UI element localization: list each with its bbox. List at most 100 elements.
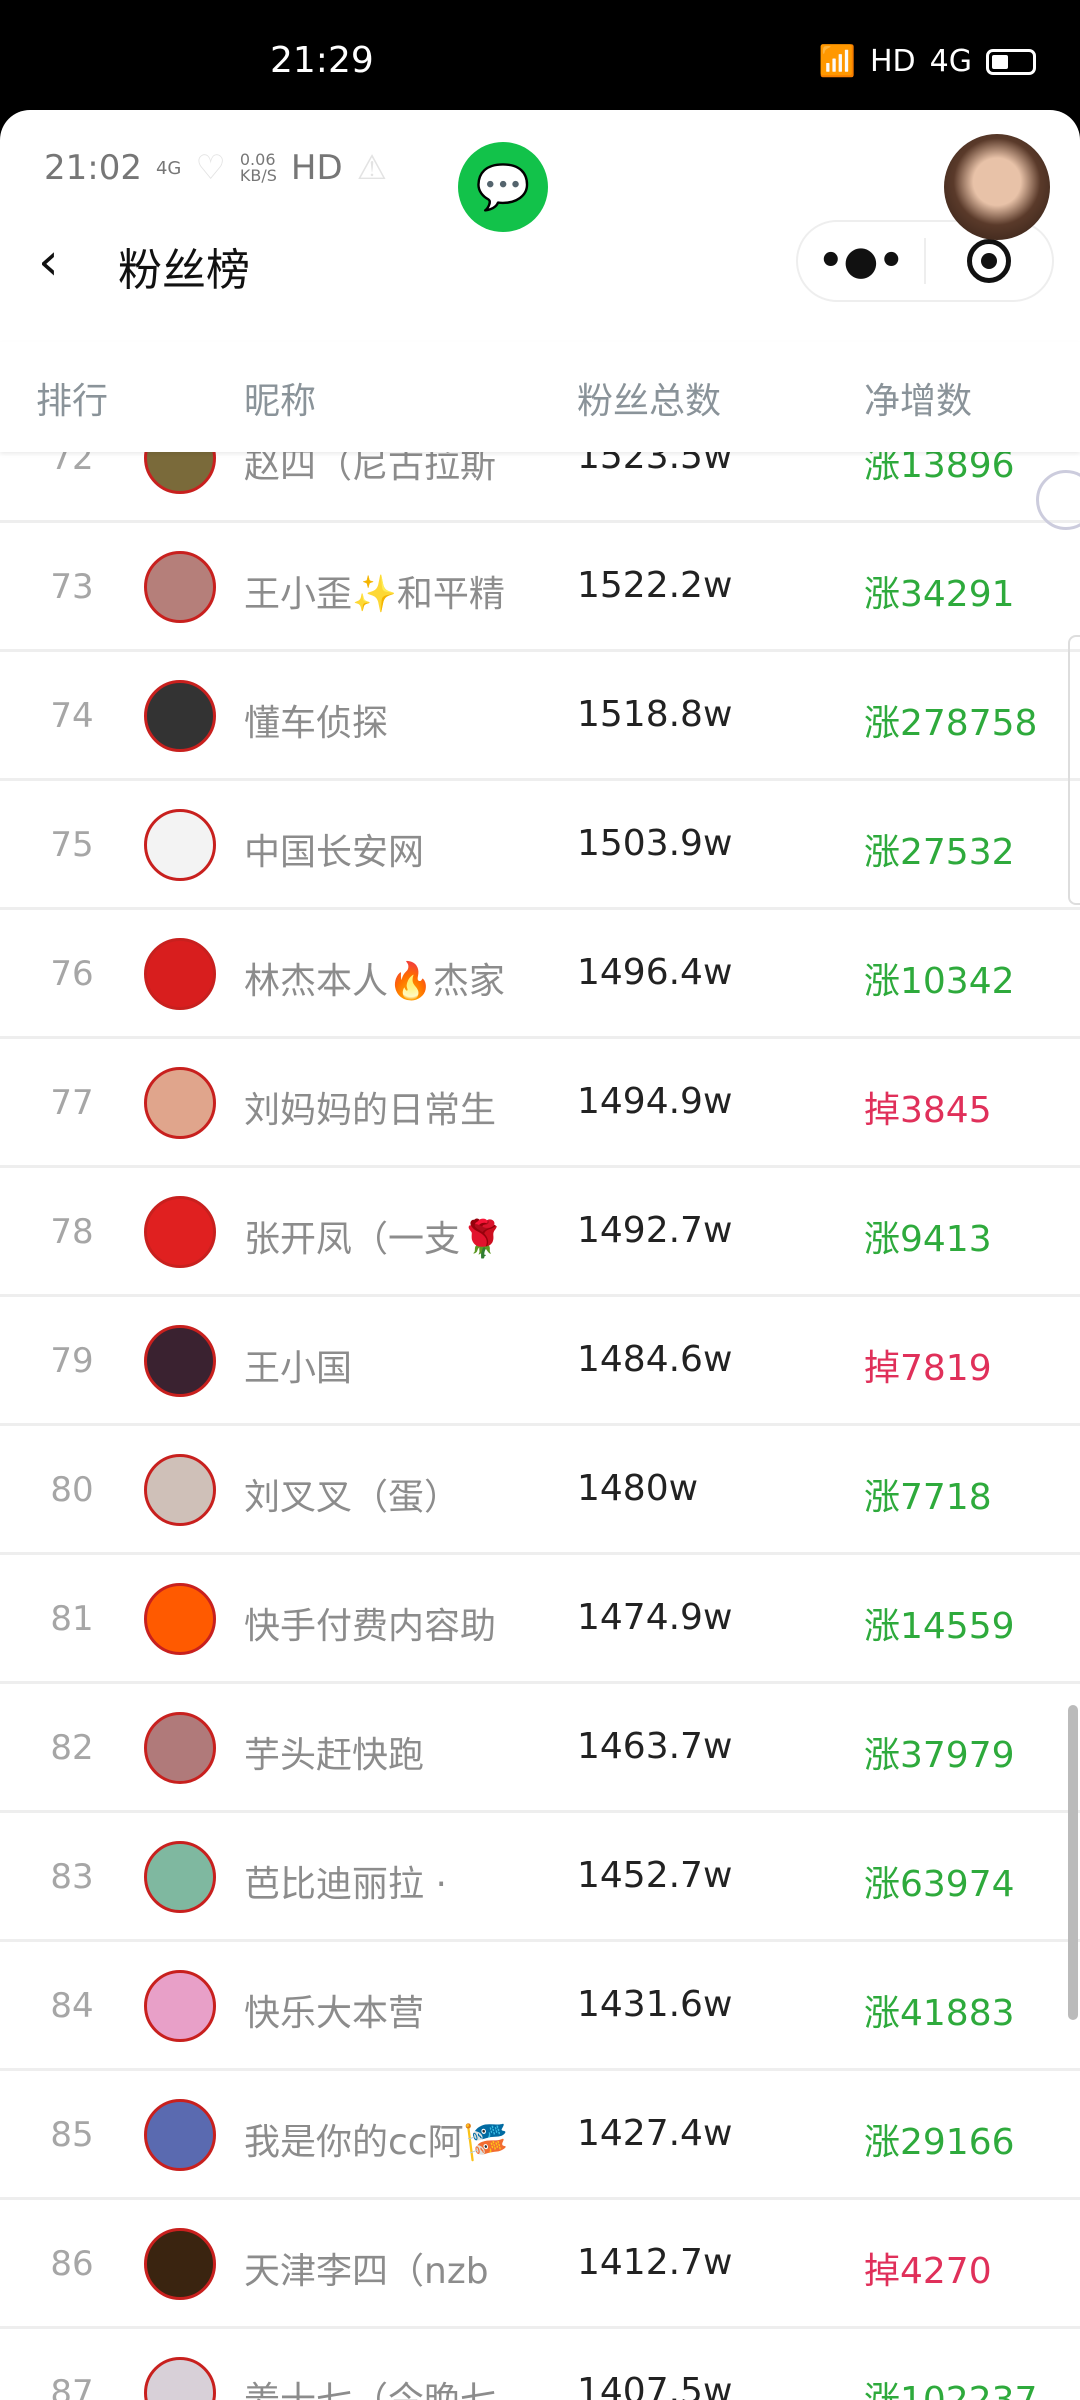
fans-count: 1523.5w — [577, 452, 733, 477]
rank: 79 — [50, 1341, 94, 1381]
table-row[interactable]: 79 王小国 1484.6w 掉7819 — [0, 1297, 1080, 1426]
ranking-list[interactable]: 72 赵四（尼古拉斯 1523.5w 涨13896 73 王小歪✨和平精 1522… — [0, 452, 1080, 2400]
net-change: 涨9413 — [864, 1219, 992, 1260]
table-row[interactable]: 82 芋头赶快跑 1463.7w 涨37979 — [0, 1684, 1080, 1813]
net-change: 涨7718 — [864, 1477, 992, 1518]
header-net-increase: 净增数 — [864, 381, 973, 422]
nickname[interactable]: 王小国 — [244, 1348, 353, 1389]
rank: 86 — [50, 2244, 94, 2284]
table-row[interactable]: 72 赵四（尼古拉斯 1523.5w 涨13896 — [0, 452, 1080, 523]
user-avatar[interactable] — [944, 134, 1050, 240]
nickname[interactable]: 刘叉叉（蛋） — [244, 1477, 461, 1518]
scrollbar[interactable] — [1068, 1705, 1078, 2020]
net-change: 涨27532 — [864, 832, 1015, 873]
table-row[interactable]: 83 芭比迪丽拉 · 1452.7w 涨63974 — [0, 1813, 1080, 1942]
table-row[interactable]: 74 懂车侦探 1518.8w 涨278758 — [0, 652, 1080, 781]
avatar[interactable] — [144, 1196, 216, 1268]
fans-count: 1480w — [577, 1468, 699, 1509]
avatar[interactable] — [144, 2099, 216, 2171]
system-status-bar: 21:29 📶 HD 4G — [0, 0, 1080, 112]
header-rank: 排行 — [36, 381, 109, 422]
net-change: 涨63974 — [864, 1864, 1015, 1905]
table-row[interactable]: 76 林杰本人🔥杰家 1496.4w 涨10342 — [0, 910, 1080, 1039]
table-row[interactable]: 78 张开凤（一支🌹 1492.7w 涨9413 — [0, 1168, 1080, 1297]
nickname[interactable]: 天津李四（nzb — [244, 2251, 489, 2292]
rank: 87 — [50, 2373, 94, 2400]
rank: 78 — [50, 1212, 94, 1252]
table-row[interactable]: 85 我是你的cc阿🎏 1427.4w 涨29166 — [0, 2071, 1080, 2200]
net-change: 涨13896 — [864, 452, 1015, 486]
signal-label: 4G — [929, 44, 972, 79]
fans-count: 1431.6w — [577, 1984, 733, 2025]
avatar[interactable] — [144, 551, 216, 623]
avatar[interactable] — [144, 1712, 216, 1784]
net-change: 涨102237 — [864, 2371, 1037, 2400]
clock: 21:29 — [270, 40, 374, 81]
rank: 77 — [50, 1083, 94, 1123]
fans-count: 1496.4w — [577, 952, 733, 993]
nav-bar: ‹ 粉丝榜 — [0, 220, 1080, 302]
nickname[interactable]: 快手付费内容助 — [244, 1606, 497, 1647]
fans-count: 1407.5w — [577, 2371, 733, 2400]
nickname[interactable]: 林杰本人🔥杰家 — [244, 961, 505, 1002]
rank: 73 — [50, 567, 94, 607]
fans-count: 1484.6w — [577, 1339, 733, 1380]
hd-label: HD — [869, 44, 916, 79]
wifi-icon: 📶 — [818, 44, 856, 79]
table-row[interactable]: 73 王小歪✨和平精 1522.2w 涨34291 — [0, 523, 1080, 652]
net-change: 涨10342 — [864, 961, 1015, 1002]
avatar[interactable] — [144, 1067, 216, 1139]
avatar[interactable] — [144, 809, 216, 881]
table-header: 排行 昵称 粉丝总数 净增数 — [0, 342, 1080, 452]
wechat-icon[interactable]: 💬 — [458, 142, 548, 232]
heart-icon: ♡ — [195, 148, 226, 188]
more-dots-icon[interactable]: •●• — [817, 238, 905, 284]
side-drawer-handle[interactable] — [1068, 635, 1080, 905]
fans-count: 1412.7w — [577, 2242, 733, 2283]
nickname[interactable]: 王小歪✨和平精 — [244, 574, 505, 615]
fans-count: 1494.9w — [577, 1081, 733, 1122]
back-chevron-icon[interactable]: ‹ — [38, 232, 59, 292]
table-row[interactable]: 77 刘妈妈的日常生 1494.9w 掉3845 — [0, 1039, 1080, 1168]
fans-count: 1492.7w — [577, 1210, 733, 1251]
net-change: 掉4270 — [864, 2251, 992, 2292]
avatar[interactable] — [144, 938, 216, 1010]
nickname[interactable]: 我是你的cc阿🎏 — [244, 2122, 509, 2163]
close-target-icon[interactable] — [926, 239, 1052, 283]
table-row[interactable]: 81 快手付费内容助 1474.9w 涨14559 — [0, 1555, 1080, 1684]
nickname[interactable]: 姜十七（今晚七 — [244, 2371, 516, 2400]
nickname[interactable]: 芋头赶快跑 — [244, 1735, 425, 1776]
avatar[interactable] — [144, 1583, 216, 1655]
table-row[interactable]: 84 快乐大本营 1431.6w 涨41883 — [0, 1942, 1080, 2071]
fans-count: 1474.9w — [577, 1597, 733, 1638]
page-title: 粉丝榜 — [118, 245, 250, 296]
nickname[interactable]: 刘妈妈的日常生 — [244, 1090, 497, 1131]
nickname[interactable]: 张开凤（一支🌹 — [244, 1219, 505, 1260]
mini-program-window: 21:02 4G ♡ 0.06 KB/S HD ⚠ 💬 ‹ 粉丝榜 •●• 排行 … — [0, 110, 1080, 2400]
avatar[interactable] — [144, 452, 216, 494]
avatar[interactable] — [144, 1454, 216, 1526]
net-change: 涨14559 — [864, 1606, 1015, 1647]
floating-circle-button[interactable] — [1036, 470, 1080, 530]
avatar[interactable] — [144, 2228, 216, 2300]
avatar[interactable] — [144, 1841, 216, 1913]
avatar[interactable] — [144, 1325, 216, 1397]
nickname[interactable]: 芭比迪丽拉 · — [244, 1864, 447, 1905]
battery-icon — [986, 48, 1036, 75]
table-row[interactable]: 86 天津李四（nzb 1412.7w 掉4270 — [0, 2200, 1080, 2329]
avatar[interactable] — [144, 2357, 216, 2400]
nickname[interactable]: 赵四（尼古拉斯 — [244, 452, 497, 486]
avatar[interactable] — [144, 680, 216, 752]
rank: 83 — [50, 1857, 94, 1897]
avatar[interactable] — [144, 1970, 216, 2042]
header-nickname: 昵称 — [244, 381, 317, 422]
capsule-menu: •●• — [796, 220, 1054, 302]
nickname[interactable]: 快乐大本营 — [244, 1993, 425, 2034]
nickname[interactable]: 懂车侦探 — [244, 703, 389, 744]
nickname[interactable]: 中国长安网 — [244, 832, 425, 873]
rank: 85 — [50, 2115, 94, 2155]
table-row[interactable]: 75 中国长安网 1503.9w 涨27532 — [0, 781, 1080, 910]
table-row[interactable]: 87 姜十七（今晚七 1407.5w 涨102237 — [0, 2329, 1080, 2400]
table-row[interactable]: 80 刘叉叉（蛋） 1480w 涨7718 — [0, 1426, 1080, 1555]
fans-count: 1503.9w — [577, 823, 733, 864]
